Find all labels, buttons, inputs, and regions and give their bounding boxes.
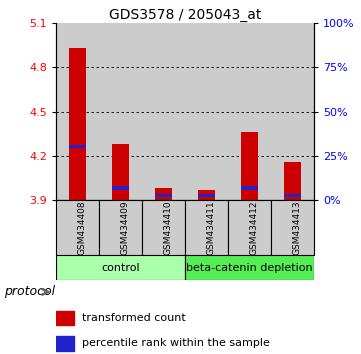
Text: control: control	[101, 263, 140, 273]
Bar	[241, 132, 258, 200]
Bar	[56, 310, 74, 325]
Bar	[284, 162, 301, 200]
Bar	[185, 23, 228, 200]
FancyBboxPatch shape	[99, 200, 142, 255]
Text: percentile rank within the sample: percentile rank within the sample	[82, 338, 270, 348]
FancyBboxPatch shape	[271, 200, 314, 255]
Bar	[142, 23, 185, 200]
FancyBboxPatch shape	[228, 200, 271, 255]
Bar	[69, 145, 86, 148]
Bar	[198, 194, 215, 197]
Bar	[228, 23, 271, 200]
Bar	[284, 194, 301, 197]
Text: GSM434409: GSM434409	[121, 200, 130, 255]
Text: transformed count: transformed count	[82, 313, 186, 323]
Bar	[198, 190, 215, 200]
FancyBboxPatch shape	[56, 200, 99, 255]
Bar	[69, 48, 86, 200]
Bar	[155, 188, 172, 200]
Bar	[56, 23, 99, 200]
Bar	[112, 187, 129, 190]
FancyBboxPatch shape	[56, 255, 185, 280]
Text: GSM434410: GSM434410	[164, 200, 173, 255]
Bar	[155, 194, 172, 197]
Text: GSM434408: GSM434408	[78, 200, 87, 255]
FancyBboxPatch shape	[142, 200, 185, 255]
Bar	[99, 23, 142, 200]
Text: GSM434413: GSM434413	[292, 200, 301, 255]
Bar	[241, 187, 258, 190]
Text: GSM434412: GSM434412	[249, 200, 258, 255]
Text: GSM434411: GSM434411	[206, 200, 216, 255]
Bar	[112, 144, 129, 200]
FancyBboxPatch shape	[185, 255, 314, 280]
Title: GDS3578 / 205043_at: GDS3578 / 205043_at	[109, 8, 261, 22]
Bar	[56, 336, 74, 350]
Text: beta-catenin depletion: beta-catenin depletion	[186, 263, 313, 273]
FancyBboxPatch shape	[185, 200, 228, 255]
Bar	[271, 23, 314, 200]
Text: protocol: protocol	[4, 285, 55, 298]
